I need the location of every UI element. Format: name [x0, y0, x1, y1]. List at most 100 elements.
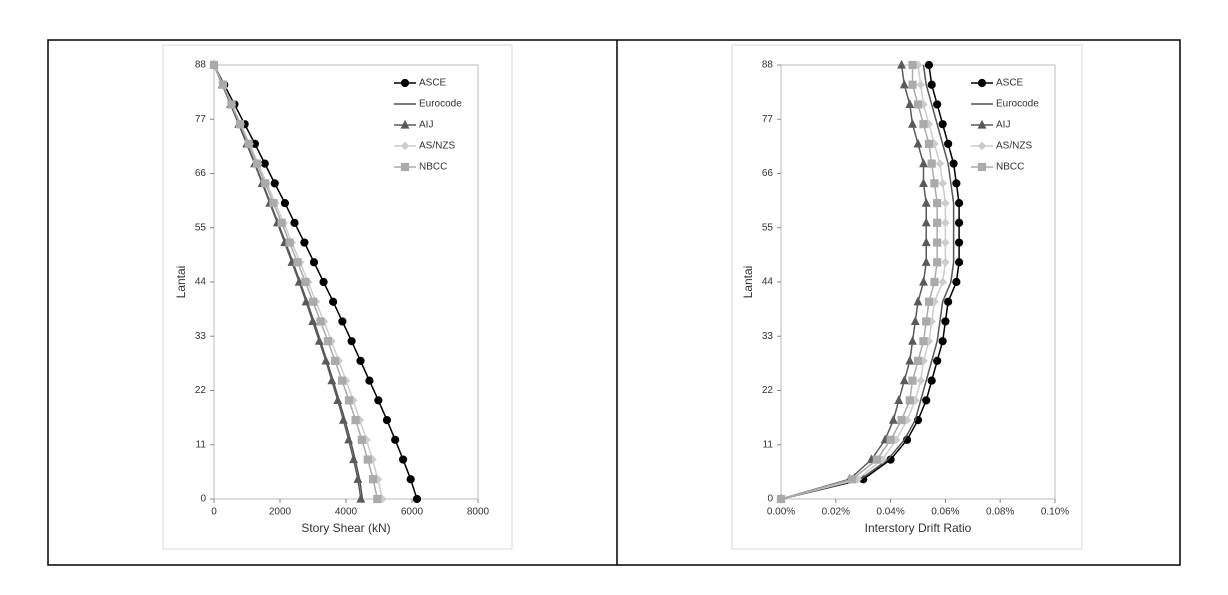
y-tick-label: 33: [762, 331, 774, 342]
marker: [357, 435, 366, 444]
marker: [277, 218, 286, 227]
marker: [927, 80, 936, 89]
marker: [308, 316, 318, 326]
marker: [933, 356, 942, 366]
marker: [908, 60, 917, 70]
marker: [899, 79, 909, 89]
y-tick-label: 77: [195, 114, 207, 125]
marker: [913, 356, 923, 366]
x-tick-label: 8000: [467, 507, 490, 518]
marker: [300, 238, 309, 247]
plot-border: [213, 64, 479, 500]
series-line: [213, 64, 362, 500]
x-tick-label: 0.06%: [931, 507, 959, 518]
marker: [391, 435, 400, 444]
legend-label: AS/NZS: [419, 141, 455, 152]
marker: [285, 238, 294, 247]
marker: [908, 376, 917, 385]
marker: [363, 455, 372, 464]
marker: [913, 138, 923, 148]
marker: [933, 198, 942, 208]
marker: [209, 60, 219, 70]
marker: [938, 120, 947, 129]
marker: [927, 376, 936, 385]
marker: [922, 396, 931, 405]
marker: [327, 375, 337, 385]
table-border: [47, 39, 1181, 566]
legend-marker: [977, 119, 987, 129]
marker: [353, 474, 363, 483]
marker: [331, 356, 340, 366]
y-tick-label: 66: [195, 168, 207, 179]
marker: [905, 99, 915, 109]
marker: [941, 198, 950, 208]
marker: [406, 475, 415, 484]
legend-label: ASCE: [419, 78, 447, 89]
marker: [356, 493, 366, 503]
x-axis-title: Interstory Drift Ratio: [865, 521, 972, 535]
marker: [270, 179, 279, 188]
marker: [949, 159, 958, 168]
marker: [301, 277, 310, 287]
marker: [368, 475, 378, 484]
marker: [280, 198, 290, 208]
marker: [933, 258, 942, 267]
y-tick-label: 77: [762, 114, 774, 125]
marker: [924, 60, 934, 70]
x-tick-label: 0.08%: [986, 507, 1014, 518]
marker: [252, 159, 262, 168]
marker: [921, 217, 931, 227]
marker: [338, 317, 347, 326]
marker: [908, 118, 917, 128]
marker: [344, 434, 354, 444]
chart-frame: [162, 44, 513, 550]
marker: [872, 455, 881, 464]
x-tick-label: 4000: [335, 507, 358, 518]
legend-label: AIJ: [419, 120, 433, 131]
marker: [941, 238, 950, 247]
legend-marker: [400, 162, 410, 172]
marker: [941, 317, 950, 326]
marker: [938, 277, 947, 287]
marker: [412, 494, 422, 504]
marker: [218, 80, 228, 89]
marker: [924, 139, 934, 149]
marker: [916, 80, 926, 90]
marker: [897, 415, 906, 425]
marker: [894, 395, 904, 404]
legend-label: Eurocode: [419, 99, 462, 110]
series-line: [780, 64, 927, 500]
marker: [955, 258, 964, 267]
legend-marker: [977, 162, 987, 172]
marker: [955, 218, 964, 227]
marker: [919, 178, 928, 187]
y-tick-label: 22: [762, 385, 774, 396]
marker: [338, 414, 348, 424]
y-axis-title: Lantai: [741, 266, 755, 299]
marker: [776, 494, 786, 504]
marker: [319, 277, 328, 287]
x-tick-label: 0.10%: [1041, 507, 1069, 518]
marker: [347, 337, 356, 346]
y-tick-label: 44: [762, 277, 774, 288]
marker: [919, 276, 928, 286]
marker: [888, 414, 898, 424]
plot-border: [780, 64, 1056, 500]
marker: [356, 356, 365, 366]
x-tick-label: 0.00%: [767, 507, 795, 518]
y-axis-title: Lantai: [174, 266, 188, 299]
marker: [933, 218, 942, 227]
y-tick-label: 0: [767, 494, 773, 505]
series-line: [780, 64, 955, 500]
marker: [922, 317, 931, 326]
x-tick-label: 0.04%: [876, 507, 904, 518]
legend-marker: [400, 141, 410, 151]
y-tick-label: 11: [763, 439, 774, 450]
legend-label: AIJ: [996, 120, 1010, 131]
marker: [927, 159, 936, 168]
marker: [955, 238, 964, 247]
marker: [921, 197, 931, 207]
y-tick-label: 22: [195, 385, 207, 396]
marker: [899, 375, 909, 385]
legend-marker: [977, 78, 987, 88]
